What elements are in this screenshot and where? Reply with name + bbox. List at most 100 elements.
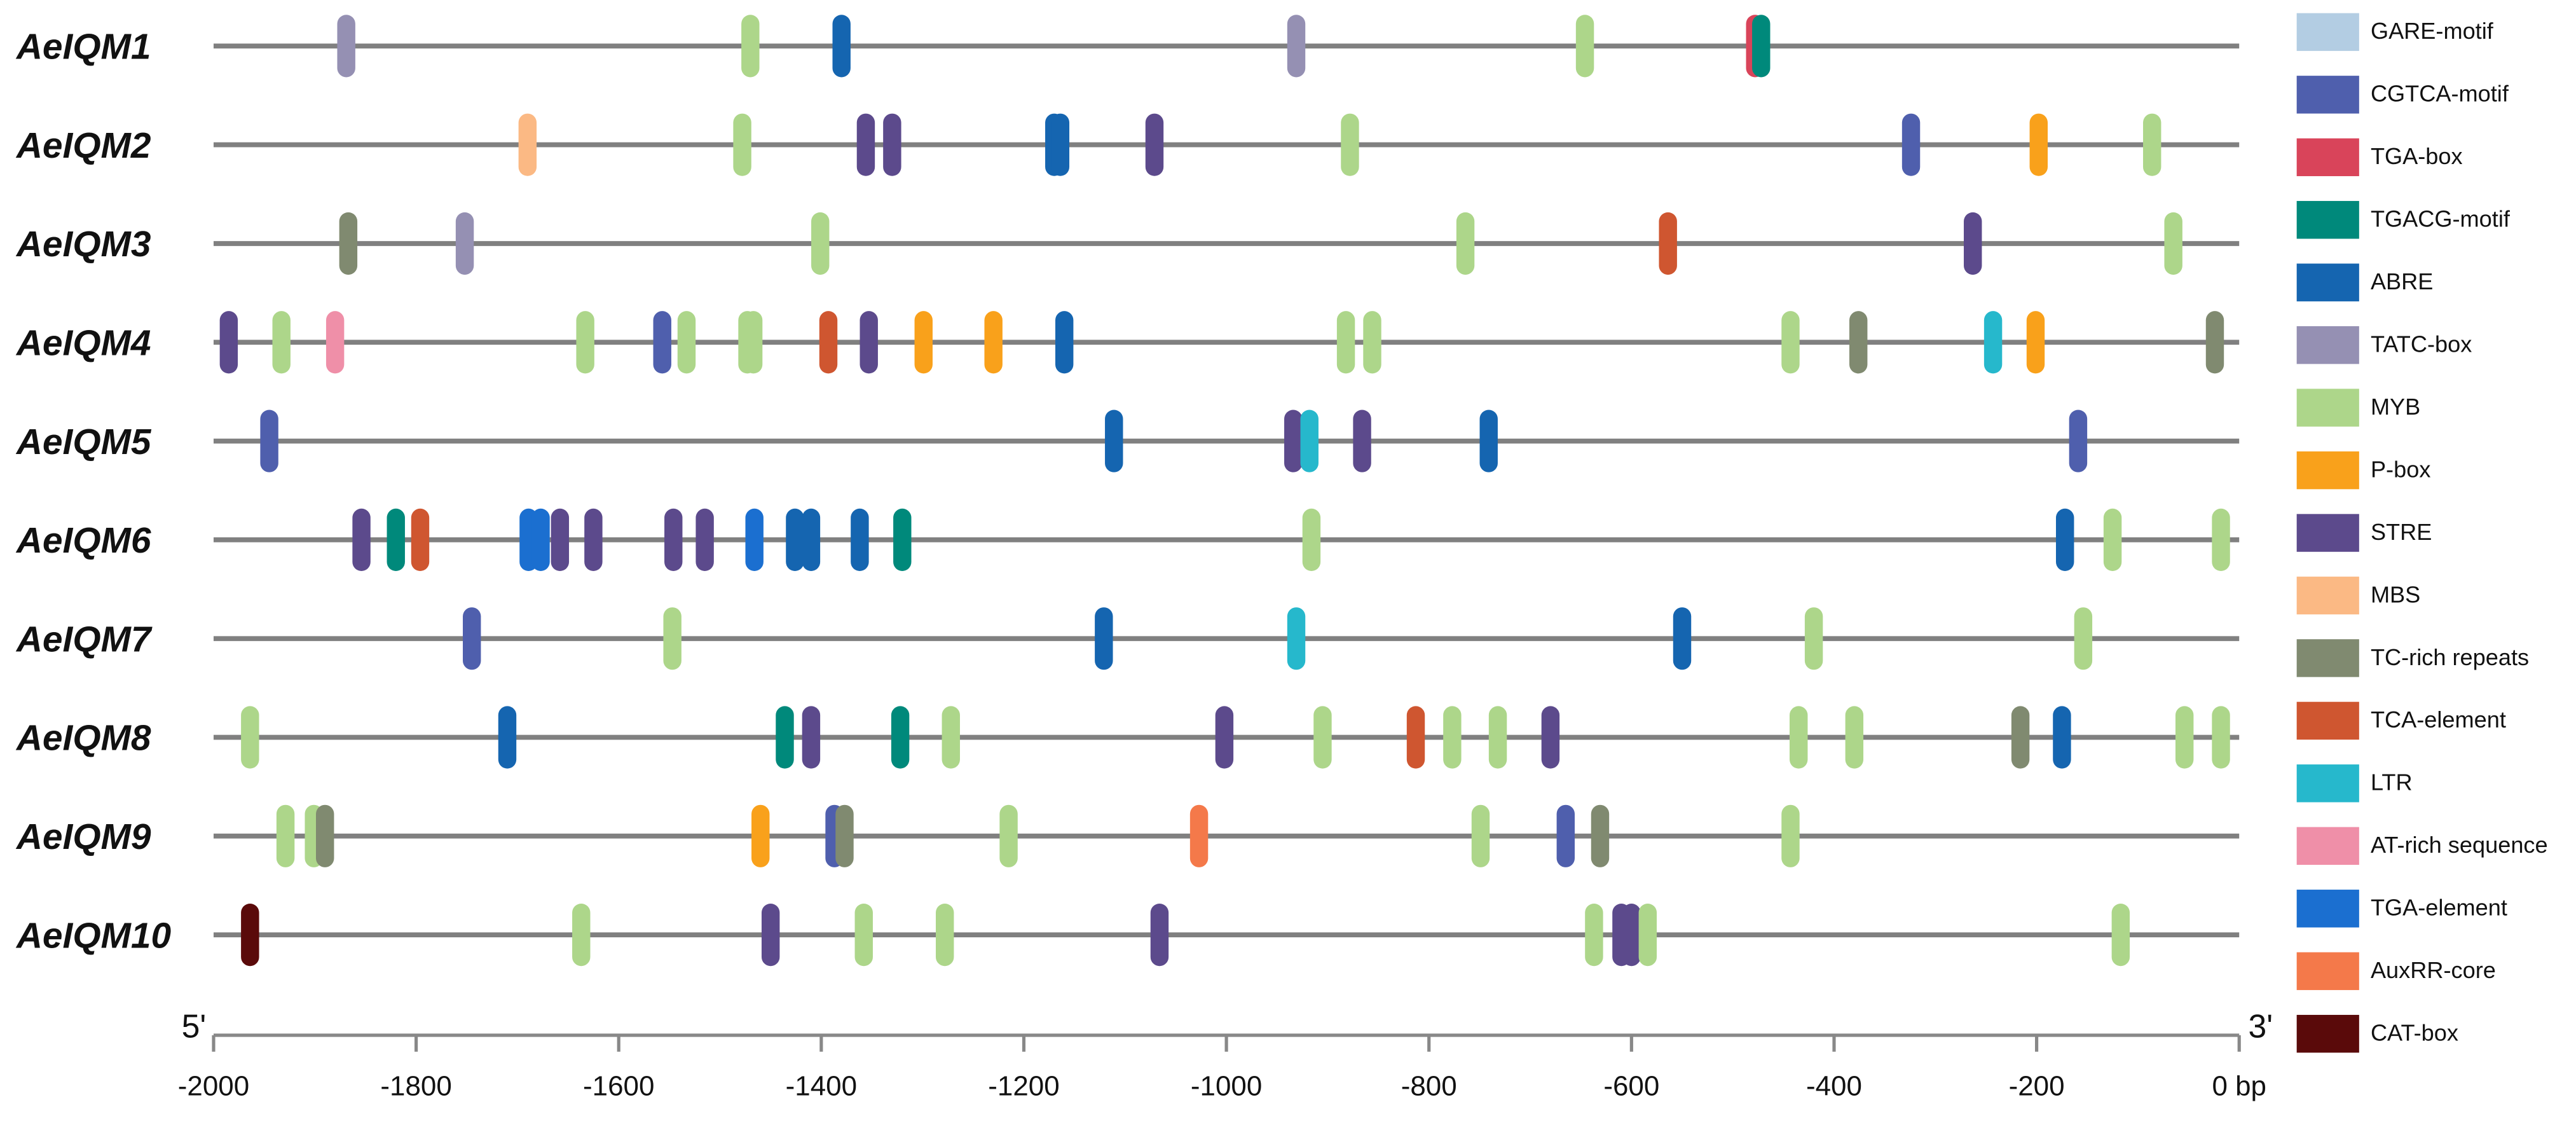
motif-mark <box>761 904 780 967</box>
motif-mark <box>1363 311 1381 374</box>
motif-mark <box>1105 410 1123 472</box>
motif-mark <box>1189 804 1209 867</box>
legend-swatch <box>2296 201 2359 239</box>
motif-mark <box>1479 410 1498 472</box>
motif-mark <box>819 311 838 374</box>
motif-mark <box>463 607 481 670</box>
motif-mark <box>2074 607 2093 670</box>
x-tick-label: -200 <box>2009 1070 2065 1101</box>
legend-label: TCA-element <box>2371 706 2506 733</box>
end-label: 3' <box>2249 1007 2273 1044</box>
legend-label: CGTCA-motif <box>2371 81 2509 107</box>
legend-label: GARE-motif <box>2371 18 2494 44</box>
motif-mark <box>316 804 334 867</box>
motif-mark <box>835 804 854 867</box>
motif-mark <box>745 508 764 571</box>
gene-label: AeIQM9 <box>15 817 151 857</box>
motif-mark <box>339 212 358 275</box>
legend-label: TGACG-motif <box>2371 206 2511 232</box>
legend-swatch <box>2296 1014 2359 1053</box>
motif-mark <box>851 508 869 571</box>
motif-mark <box>854 904 873 967</box>
x-tick-label: -1600 <box>583 1070 654 1101</box>
gene-label: AeIQM6 <box>15 521 151 561</box>
motif-mark <box>1302 508 1321 571</box>
motif-mark <box>1849 311 1868 374</box>
motif-mark <box>811 212 830 275</box>
motif-mark <box>1781 311 1800 374</box>
motif-mark <box>883 113 901 176</box>
start-label: 5' <box>182 1007 207 1044</box>
motif-mark <box>1336 311 1355 374</box>
motif-mark <box>1541 706 1560 769</box>
motif-mark <box>1406 706 1425 769</box>
motif-mark <box>455 212 474 275</box>
legend-swatch <box>2296 576 2359 615</box>
legend-label: TATC-box <box>2371 331 2472 357</box>
motif-mark <box>518 113 537 176</box>
motif-mark <box>498 706 517 769</box>
motif-mark <box>2164 212 2182 275</box>
motif-mark <box>1781 804 1800 867</box>
legend-swatch <box>2296 451 2359 490</box>
motif-mark <box>733 113 751 176</box>
motif-mark <box>1585 904 1603 967</box>
motif-mark <box>1284 410 1303 472</box>
motif-mark <box>802 508 821 571</box>
motif-mark <box>272 311 291 374</box>
motif-mark <box>1456 212 1475 275</box>
motif-mark <box>2212 706 2230 769</box>
legend-swatch <box>2296 827 2359 865</box>
motif-mark <box>260 410 278 472</box>
legend-label: AT-rich sequence <box>2371 832 2548 858</box>
motif-mark <box>893 508 912 571</box>
motif-mark <box>999 804 1018 867</box>
motif-mark <box>1055 311 1074 374</box>
motif-mark <box>531 508 550 571</box>
motif-mark <box>891 706 910 769</box>
motif-mark <box>1145 113 1164 176</box>
x-tick-label: -1200 <box>988 1070 1059 1101</box>
x-tick-label: -600 <box>1603 1070 1659 1101</box>
gene-label: AeIQM3 <box>15 224 151 265</box>
legend-label: MYB <box>2371 394 2420 420</box>
x-tick-label: 0 bp <box>2212 1070 2266 1101</box>
x-tick-label: -1000 <box>1191 1070 1262 1101</box>
motif-mark <box>2011 706 2030 769</box>
motif-mark <box>984 311 1003 374</box>
legend-swatch <box>2296 13 2359 52</box>
legend-swatch <box>2296 701 2359 740</box>
motif-mark <box>2212 508 2230 571</box>
motif-mark <box>2055 508 2074 571</box>
motif-mark <box>653 311 671 374</box>
motif-mark <box>695 508 714 571</box>
motif-mark <box>751 804 770 867</box>
motif-mark <box>1622 904 1641 967</box>
motif-mark <box>2175 706 2194 769</box>
legend-label: TGA-element <box>2371 895 2507 921</box>
motif-mark <box>2069 410 2088 472</box>
motif-mark <box>551 508 570 571</box>
x-tick-label: -2000 <box>178 1070 249 1101</box>
legend-swatch <box>2296 890 2359 928</box>
motif-mark <box>276 804 295 867</box>
motif-mark <box>1443 706 1462 769</box>
legend-label: STRE <box>2371 519 2432 545</box>
legend-swatch <box>2296 639 2359 677</box>
motif-mark <box>942 706 960 769</box>
motif-mark <box>584 508 603 571</box>
legend-label: MBS <box>2371 581 2420 607</box>
motif-mark <box>1789 706 1808 769</box>
legend-swatch <box>2296 138 2359 177</box>
gene-label: AeIQM4 <box>15 323 151 363</box>
motif-mark <box>776 706 794 769</box>
gene-label: AeIQM5 <box>15 422 152 462</box>
motif-mark <box>914 311 933 374</box>
motif-mark <box>1638 904 1657 967</box>
gene-label: AeIQM1 <box>15 27 151 67</box>
motif-mark <box>352 508 371 571</box>
motif-mark <box>2029 113 2048 176</box>
motif-mark <box>241 706 259 769</box>
motif-mark <box>664 508 683 571</box>
motif-mark <box>2142 113 2162 176</box>
